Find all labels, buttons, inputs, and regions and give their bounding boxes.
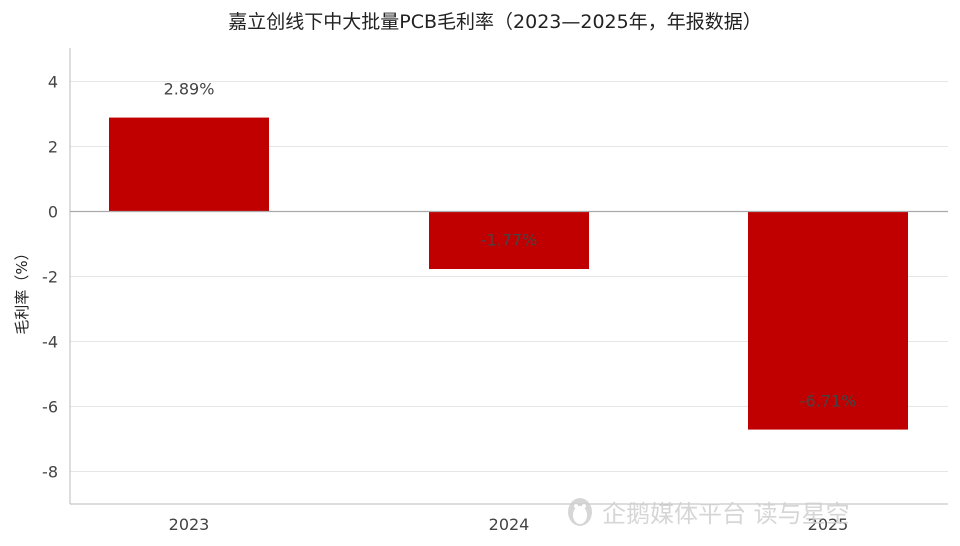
x-tick-label: 2025 bbox=[808, 515, 849, 534]
bar-2024 bbox=[429, 211, 589, 270]
data-label: -6.71% bbox=[800, 392, 857, 411]
y-axis-title: 毛利率（%） bbox=[13, 245, 31, 334]
data-label: -1.77% bbox=[481, 231, 538, 250]
penguin-logo-icon bbox=[568, 498, 592, 526]
bar-2023 bbox=[109, 117, 269, 212]
watermark: 企鹅媒体平台 读与星空 bbox=[568, 498, 850, 528]
data-label: 2.89% bbox=[164, 80, 215, 99]
watermark-text: 企鹅媒体平台 读与星空 bbox=[602, 500, 850, 528]
y-tick-labels: -8 -6 -4 -2 0 2 4 bbox=[42, 73, 58, 482]
y-tick-label: -4 bbox=[42, 333, 58, 352]
bar-2025 bbox=[748, 211, 908, 430]
bars bbox=[109, 117, 908, 430]
y-tick-label: -6 bbox=[42, 398, 58, 417]
y-tick-label: 4 bbox=[48, 73, 58, 92]
x-tick-labels: 2023 2024 2025 bbox=[169, 515, 849, 534]
chart-title: 嘉立创线下中大批量PCB毛利率（2023—2025年，年报数据） bbox=[228, 11, 761, 33]
y-tick-label: -2 bbox=[42, 268, 58, 287]
x-tick-label: 2023 bbox=[169, 515, 210, 534]
data-labels: 2.89% -1.77% -6.71% bbox=[164, 80, 857, 411]
y-tick-label: 0 bbox=[48, 203, 58, 222]
y-tick-label: -8 bbox=[42, 463, 58, 482]
y-tick-label: 2 bbox=[48, 138, 58, 157]
axes bbox=[69, 48, 948, 505]
x-tick-label: 2024 bbox=[489, 515, 530, 534]
